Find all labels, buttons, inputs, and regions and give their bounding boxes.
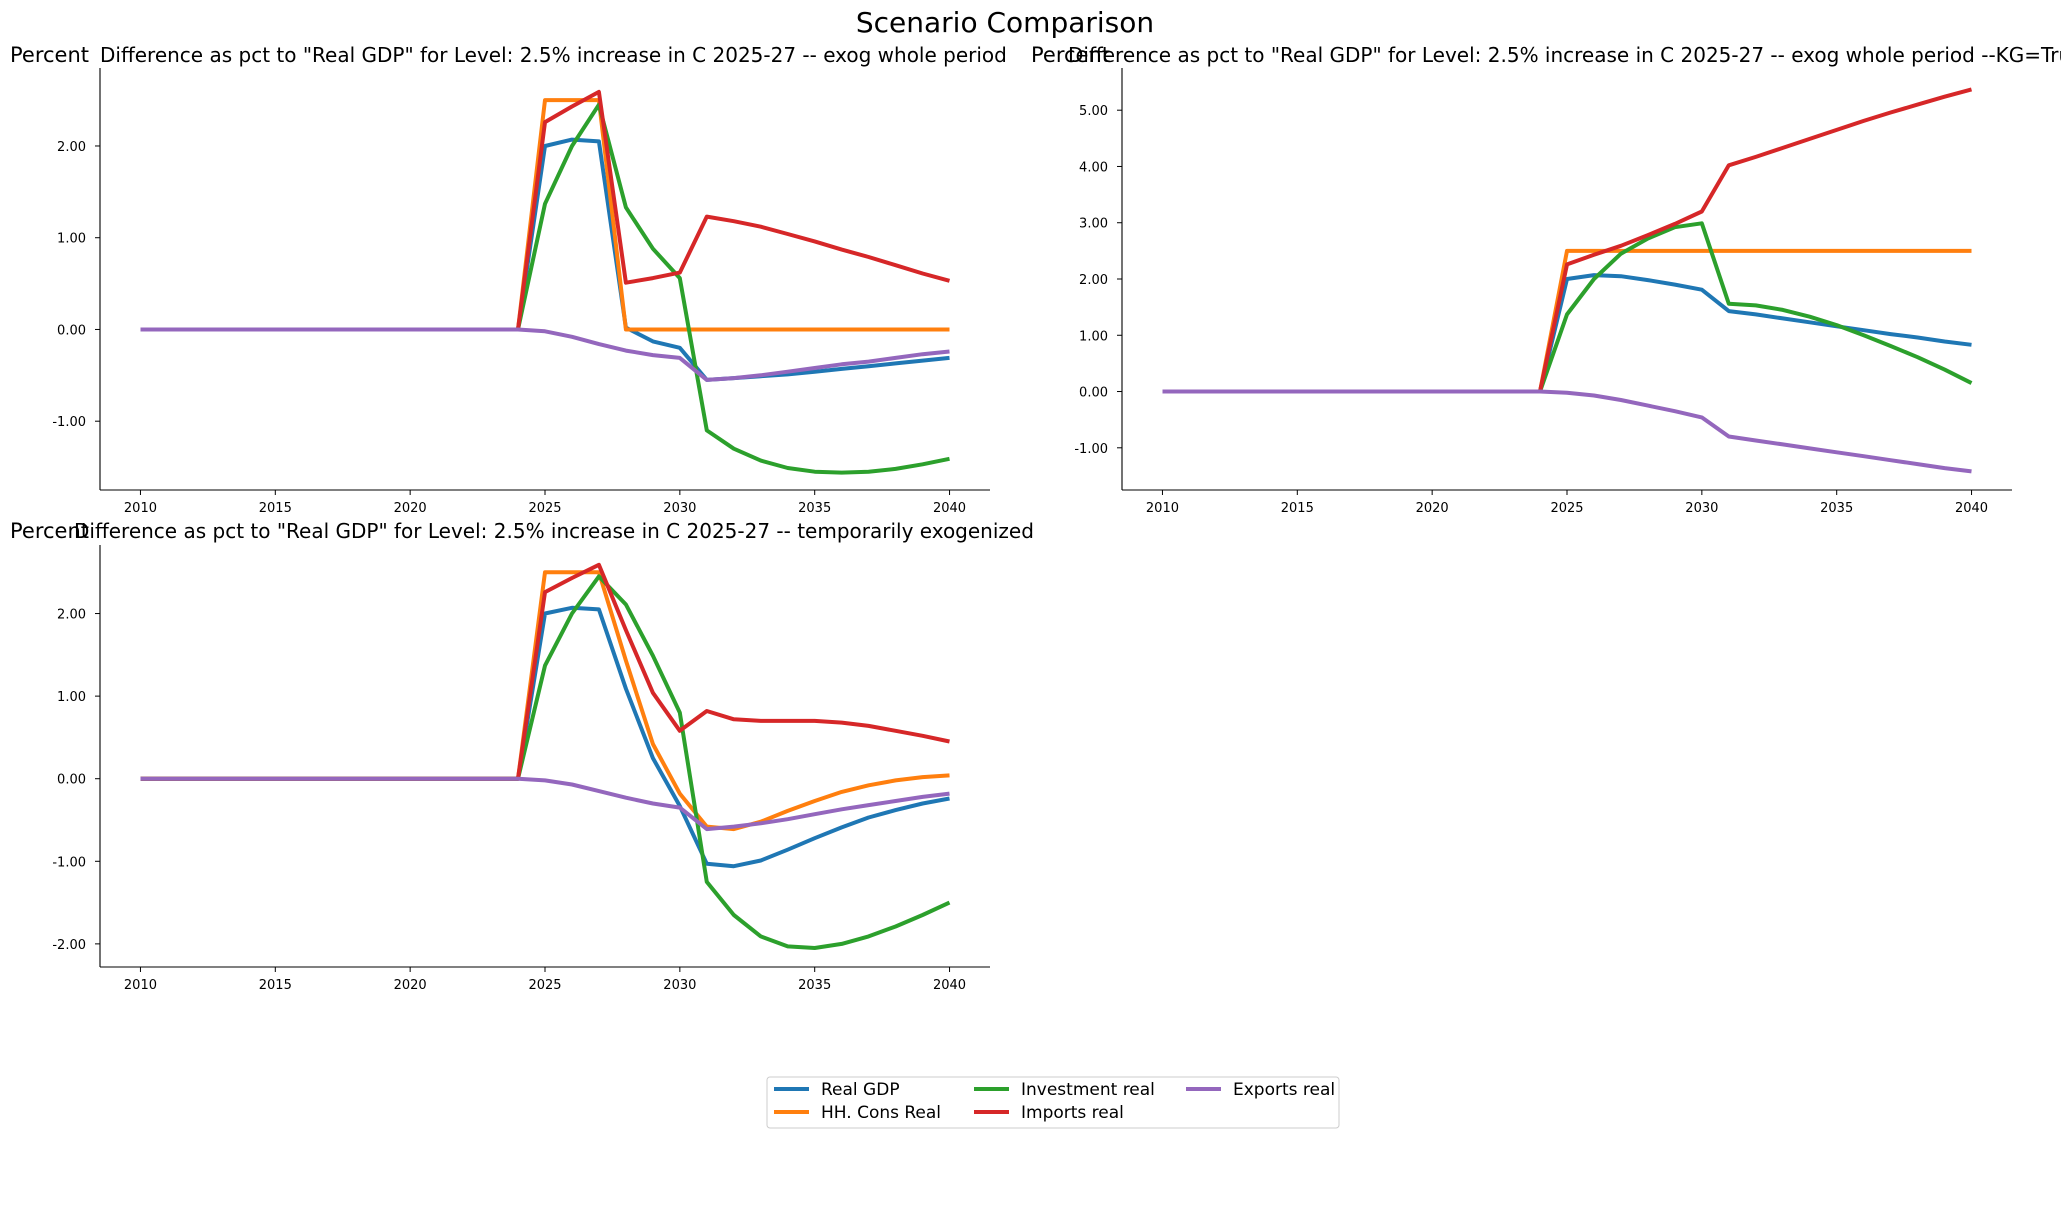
y-axis-label: Percent (10, 43, 89, 67)
series-line-exports-real (1162, 389, 1972, 474)
x-tick-label: 2020 (394, 978, 427, 993)
y-tick-label: -2.00 (52, 938, 86, 953)
legend-label-real-gdp: Real GDP (821, 1080, 900, 1100)
y-tick-label: 2.00 (57, 608, 86, 623)
legend-label-imports-real: Imports real (1021, 1103, 1124, 1123)
series-line-real-gdp (140, 605, 950, 869)
x-tick-label: 2040 (933, 501, 966, 516)
y-tick-label: 5.00 (1079, 104, 1108, 119)
legend: Real GDP HH. Cons Real Investment real Impo… (766, 1076, 1340, 1129)
y-axis-label: Percent (1031, 43, 1110, 67)
x-tick-label: 2015 (259, 501, 292, 516)
y-tick-label: 1.00 (1079, 329, 1108, 344)
series-line-hh-cons-real (140, 570, 950, 832)
x-tick-label: 2025 (1550, 501, 1583, 516)
y-tick-label: -1.00 (52, 415, 86, 430)
x-tick-label: 2020 (394, 501, 427, 516)
x-tick-label: 2035 (1820, 501, 1853, 516)
series-line-investment-real (140, 102, 950, 475)
x-tick-label: 2030 (663, 501, 696, 516)
series-line-imports-real (1162, 87, 1973, 394)
x-tick-label: 2010 (124, 501, 157, 516)
x-tick-label: 2015 (259, 978, 292, 993)
x-tick-label: 2025 (528, 978, 561, 993)
x-tick-label: 2025 (528, 501, 561, 516)
y-tick-label: 3.00 (1079, 217, 1108, 232)
panel-title: Difference as pct to "Real GDP" for Leve… (74, 519, 1034, 543)
x-tick-label: 2010 (1146, 501, 1179, 516)
y-tick-label: 0.00 (57, 773, 86, 788)
x-tick-label: 2040 (933, 978, 966, 993)
x-tick-label: 2030 (663, 978, 696, 993)
x-tick-label: 2030 (1685, 501, 1718, 516)
figure-title: Scenario Comparison (856, 6, 1154, 39)
y-tick-label: 1.00 (57, 690, 86, 705)
y-tick-label: 1.00 (57, 232, 86, 247)
y-tick-label: 0.00 (1079, 386, 1108, 401)
y-tick-label: -1.00 (1074, 442, 1108, 457)
legend-label-exports-real: Exports real (1233, 1080, 1335, 1100)
y-tick-label: 4.00 (1079, 160, 1108, 175)
panel-title: Difference as pct to "Real GDP" for Leve… (100, 43, 1007, 67)
y-axis-label: Percent (10, 519, 89, 543)
series-line-real-gdp (140, 137, 950, 382)
x-tick-label: 2035 (798, 978, 831, 993)
legend-label-hh-cons-real: HH. Cons Real (821, 1103, 941, 1123)
x-tick-label: 2035 (798, 501, 831, 516)
series-line-investment-real (1162, 221, 1973, 394)
x-tick-label: 2010 (124, 978, 157, 993)
y-tick-label: 2.00 (57, 140, 86, 155)
y-tick-label: 0.00 (57, 323, 86, 338)
y-tick-label: 2.00 (1079, 273, 1108, 288)
series-line-exports-real (140, 776, 950, 832)
x-tick-label: 2015 (1281, 501, 1314, 516)
panel-title: Difference as pct to "Real GDP" for Leve… (1068, 43, 2061, 67)
x-tick-label: 2020 (1416, 501, 1449, 516)
series-line-real-gdp (1162, 273, 1972, 394)
series-line-exports-real (140, 327, 950, 382)
series-line-investment-real (140, 574, 951, 950)
chart-panel-exog-whole-period: Percent Difference as pct to "Real GDP" f… (10, 43, 1007, 516)
y-tick-label: -1.00 (52, 855, 86, 870)
x-tick-label: 2040 (1955, 501, 1988, 516)
legend-label-investment-real: Investment real (1021, 1080, 1155, 1100)
